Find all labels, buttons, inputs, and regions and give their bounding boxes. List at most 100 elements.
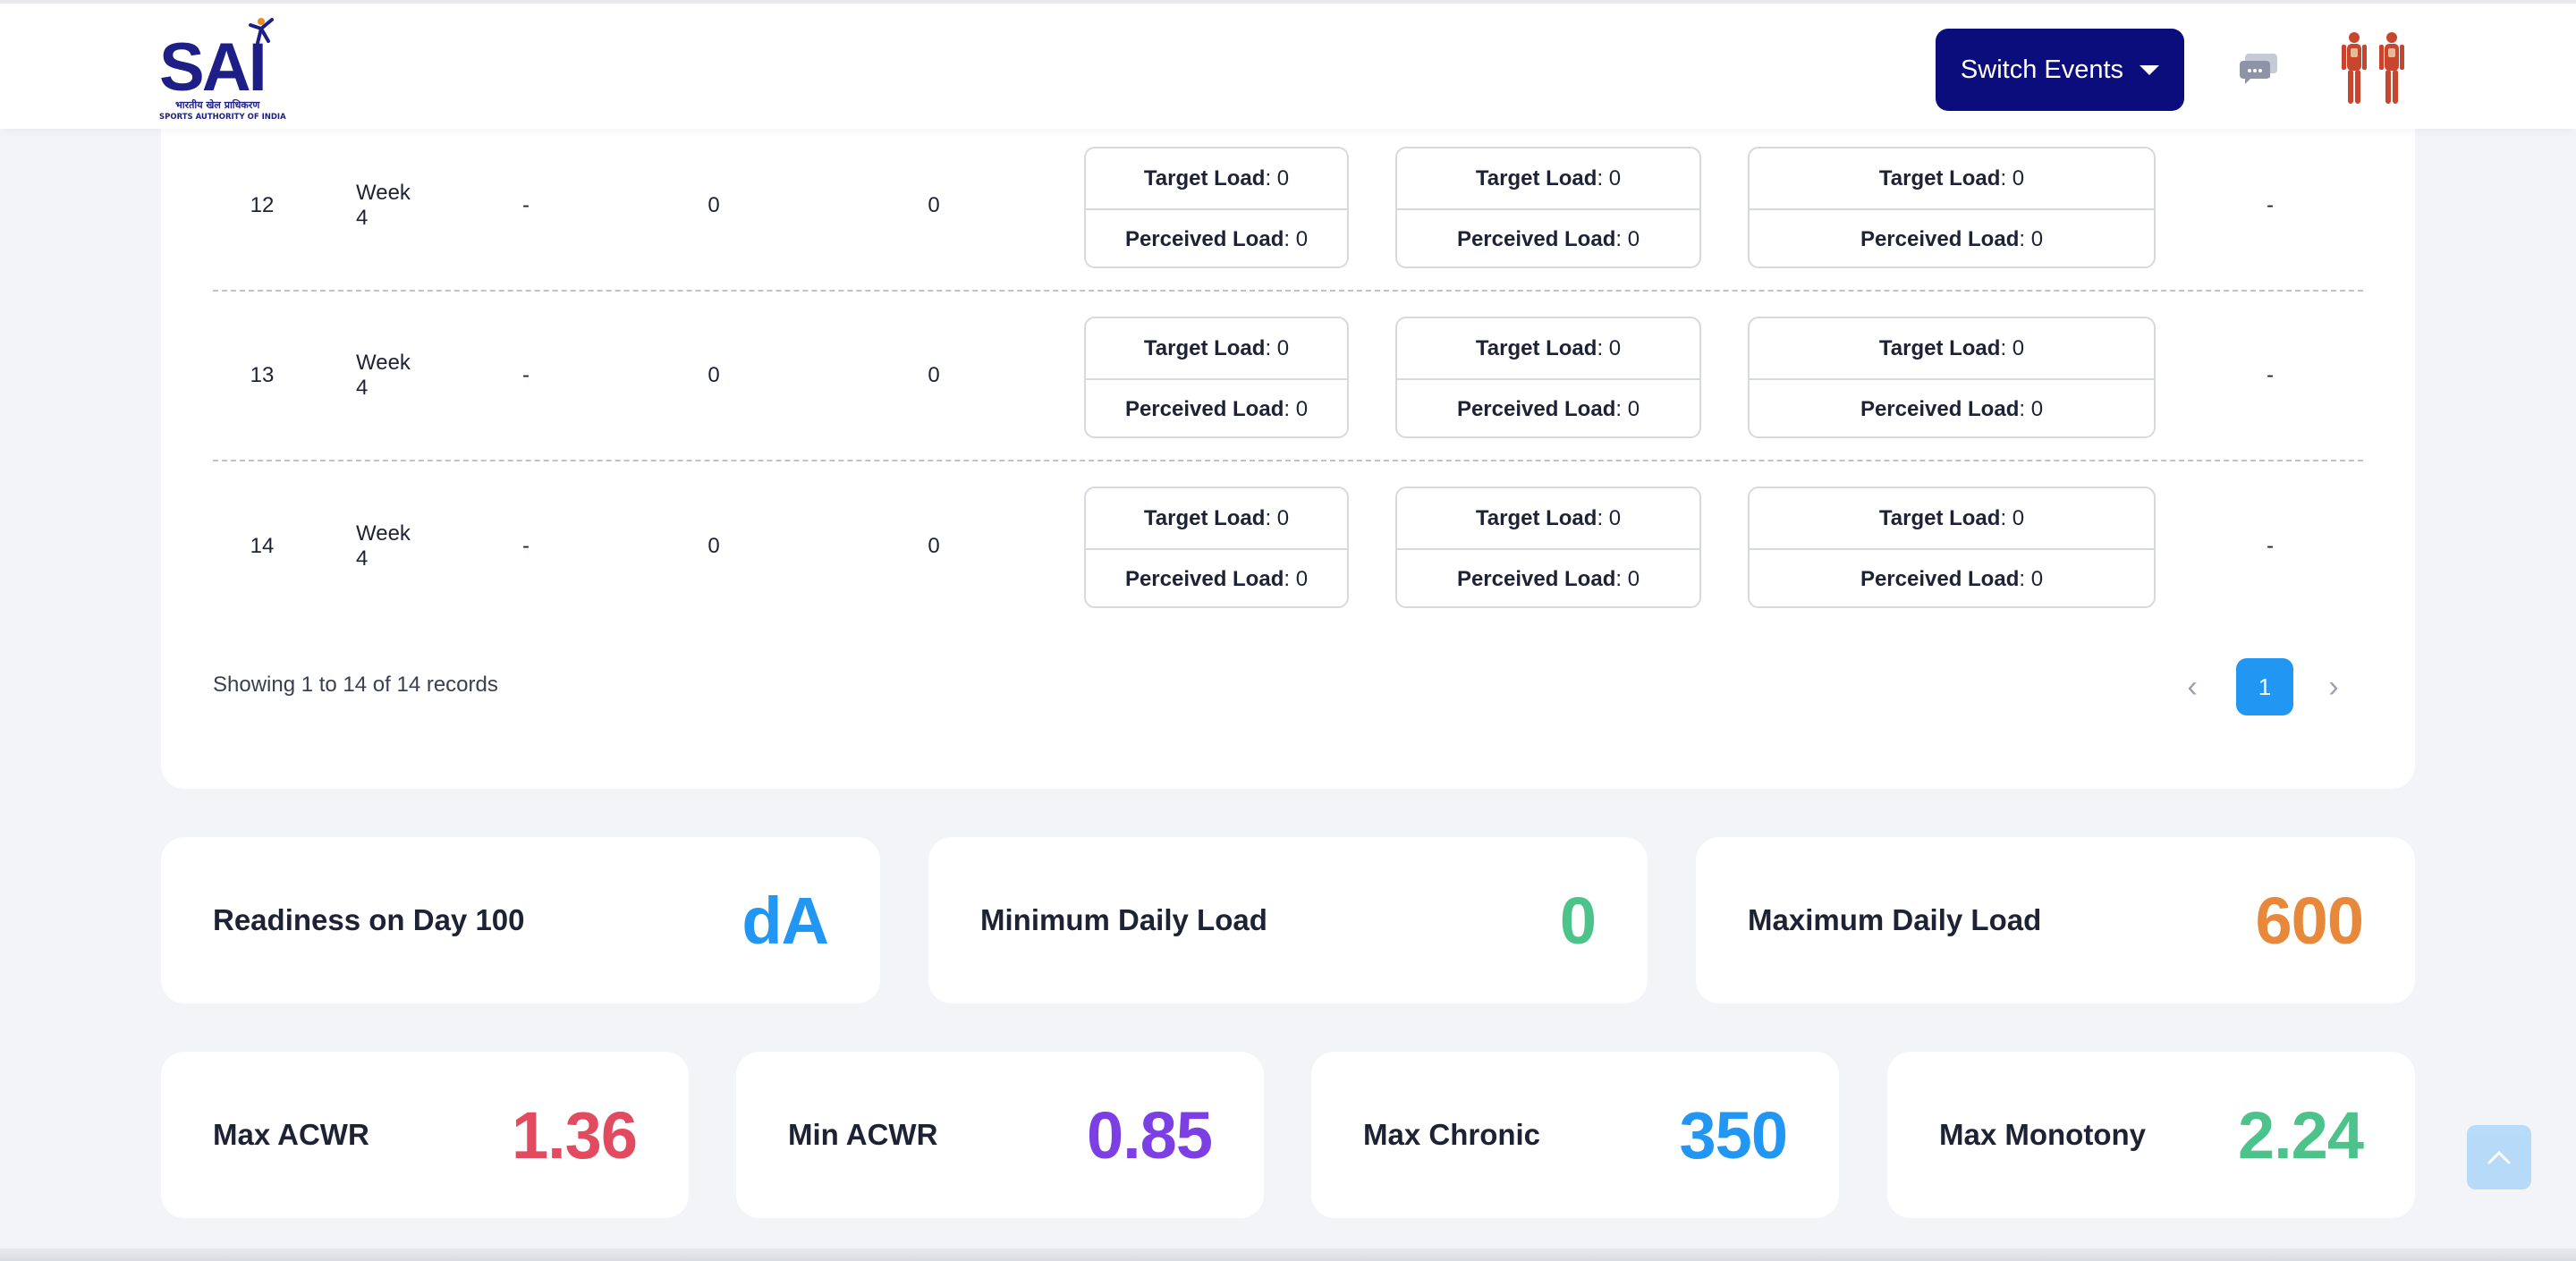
cell-value: 0 (708, 193, 720, 217)
cell-value: - (2267, 363, 2274, 387)
cell-week: Week 4 (356, 181, 411, 230)
page-1-button[interactable]: 1 (2236, 658, 2293, 715)
avatar[interactable] (2334, 29, 2415, 109)
perceived-load-value: : 0 (2019, 566, 2044, 591)
perceived-load-value: : 0 (1615, 226, 1640, 251)
stat-value: 1.36 (511, 1097, 638, 1172)
stat-label: Max Chronic (1363, 1118, 1541, 1151)
perceived-load-value: : 0 (2019, 396, 2044, 421)
target-load-label: Target Load (1878, 165, 2001, 190)
cell-value: - (522, 193, 530, 217)
athlete-figure-icon (249, 18, 274, 45)
top-header: SAI भारतीय खेल प्राधिकरण SPORTS AUTHORIT… (0, 0, 2576, 129)
cell-day: 14 (250, 534, 275, 558)
scroll-to-top-button[interactable] (2467, 1125, 2531, 1189)
stat-label: Minimum Daily Load (980, 903, 1267, 936)
stat-label: Max ACWR (213, 1118, 369, 1151)
perceived-load-value: : 0 (1615, 396, 1640, 421)
target-load-value: : 0 (1265, 165, 1290, 190)
stat-value: 0.85 (1086, 1097, 1213, 1172)
switch-events-label: Switch Events (1960, 55, 2124, 84)
cell-day: 12 (250, 193, 275, 217)
load-box: Target Load: 0 Perceived Load: 0 (1395, 487, 1701, 608)
perceived-load-label: Perceived Load (1456, 396, 1616, 421)
stat-value: 2.24 (2237, 1097, 2364, 1172)
target-load-value: : 0 (2000, 505, 2025, 530)
stat-value: 350 (1679, 1097, 1788, 1172)
cell-value: 0 (708, 534, 720, 558)
records-summary: Showing 1 to 14 of 14 records (213, 673, 498, 697)
stat-value: 600 (2255, 883, 2364, 958)
target-load-label: Target Load (1878, 335, 2001, 360)
max-acwr-card: Max ACWR 1.36 (161, 1052, 689, 1218)
stat-label: Min ACWR (788, 1118, 938, 1151)
chevron-left-icon[interactable]: ‹ (2187, 669, 2198, 704)
perceived-load-label: Perceived Load (1456, 226, 1616, 251)
cell-week: Week 4 (356, 351, 411, 400)
stat-label: Maximum Daily Load (1748, 903, 2042, 936)
cell-value: 0 (928, 363, 940, 387)
target-load-label: Target Load (1143, 505, 1266, 530)
target-load-label: Target Load (1143, 165, 1266, 190)
target-load-value: : 0 (1597, 505, 1622, 530)
chevron-up-icon (2487, 1150, 2511, 1164)
perceived-load-label: Perceived Load (1456, 566, 1616, 591)
chevron-right-icon[interactable]: › (2328, 669, 2339, 704)
load-box: Target Load: 0 Perceived Load: 0 (1395, 147, 1701, 268)
perceived-load-value: : 0 (1284, 226, 1309, 251)
cell-value: 0 (928, 534, 940, 558)
target-load-label: Target Load (1475, 335, 1597, 360)
perceived-load-value: : 0 (1615, 566, 1640, 591)
bottom-edge (0, 1248, 2576, 1261)
target-load-label: Target Load (1475, 505, 1597, 530)
table-row: 13 Week 4 - 0 0 Target Load: 0 Perceived… (213, 292, 2363, 461)
max-daily-load-card: Maximum Daily Load 600 (1696, 837, 2415, 1003)
max-monotony-card: Max Monotony 2.24 (1887, 1052, 2415, 1218)
target-load-value: : 0 (2000, 335, 2025, 360)
table-row: 12 Week 4 - 0 0 Target Load: 0 Perceived… (213, 122, 2363, 292)
perceived-load-label: Perceived Load (1860, 566, 2020, 591)
max-chronic-card: Max Chronic 350 (1311, 1052, 1839, 1218)
perceived-load-label: Perceived Load (1124, 396, 1284, 421)
load-box: Target Load: 0 Perceived Load: 0 (1748, 317, 2156, 438)
caret-down-icon (2140, 64, 2160, 75)
load-box: Target Load: 0 Perceived Load: 0 (1084, 487, 1349, 608)
table-row: 14 Week 4 - 0 0 Target Load: 0 Perceived… (213, 461, 2363, 631)
switch-events-button[interactable]: Switch Events (1936, 29, 2184, 111)
stat-value: 0 (1559, 883, 1597, 958)
cell-value: - (2267, 534, 2274, 558)
logo-subtitle: SPORTS AUTHORITY OF INDIA (159, 113, 286, 122)
load-box: Target Load: 0 Perceived Load: 0 (1084, 317, 1349, 438)
target-load-value: : 0 (1265, 335, 1290, 360)
target-load-label: Target Load (1143, 335, 1266, 360)
readiness-card: Readiness on Day 100 dA (161, 837, 880, 1003)
perceived-load-value: : 0 (2019, 226, 2044, 251)
perceived-load-value: : 0 (1284, 396, 1309, 421)
perceived-load-label: Perceived Load (1860, 226, 2020, 251)
load-box: Target Load: 0 Perceived Load: 0 (1395, 317, 1701, 438)
cell-value: 0 (928, 193, 940, 217)
cell-value: 0 (708, 363, 720, 387)
perceived-load-label: Perceived Load (1860, 396, 2020, 421)
target-load-value: : 0 (1265, 505, 1290, 530)
logo-hindi-text: भारतीय खेल प्राधिकरण (175, 99, 260, 111)
min-daily-load-card: Minimum Daily Load 0 (928, 837, 1648, 1003)
target-load-label: Target Load (1878, 505, 2001, 530)
perceived-load-value: : 0 (1284, 566, 1309, 591)
sai-logo[interactable]: SAI भारतीय खेल प्राधिकरण SPORTS AUTHORIT… (159, 16, 286, 123)
cell-value: - (522, 363, 530, 387)
load-box: Target Load: 0 Perceived Load: 0 (1084, 147, 1349, 268)
target-load-value: : 0 (1597, 165, 1622, 190)
cell-value: - (522, 534, 530, 558)
target-load-value: : 0 (2000, 165, 2025, 190)
load-box: Target Load: 0 Perceived Load: 0 (1748, 147, 2156, 268)
load-box: Target Load: 0 Perceived Load: 0 (1748, 487, 2156, 608)
target-load-label: Target Load (1475, 165, 1597, 190)
min-acwr-card: Min ACWR 0.85 (736, 1052, 1264, 1218)
target-load-value: : 0 (1597, 335, 1622, 360)
perceived-load-label: Perceived Load (1124, 226, 1284, 251)
logo-wordmark: SAI (159, 30, 267, 106)
stat-value: dA (741, 883, 829, 958)
chat-icon[interactable] (2240, 50, 2279, 86)
stat-label: Readiness on Day 100 (213, 903, 525, 936)
